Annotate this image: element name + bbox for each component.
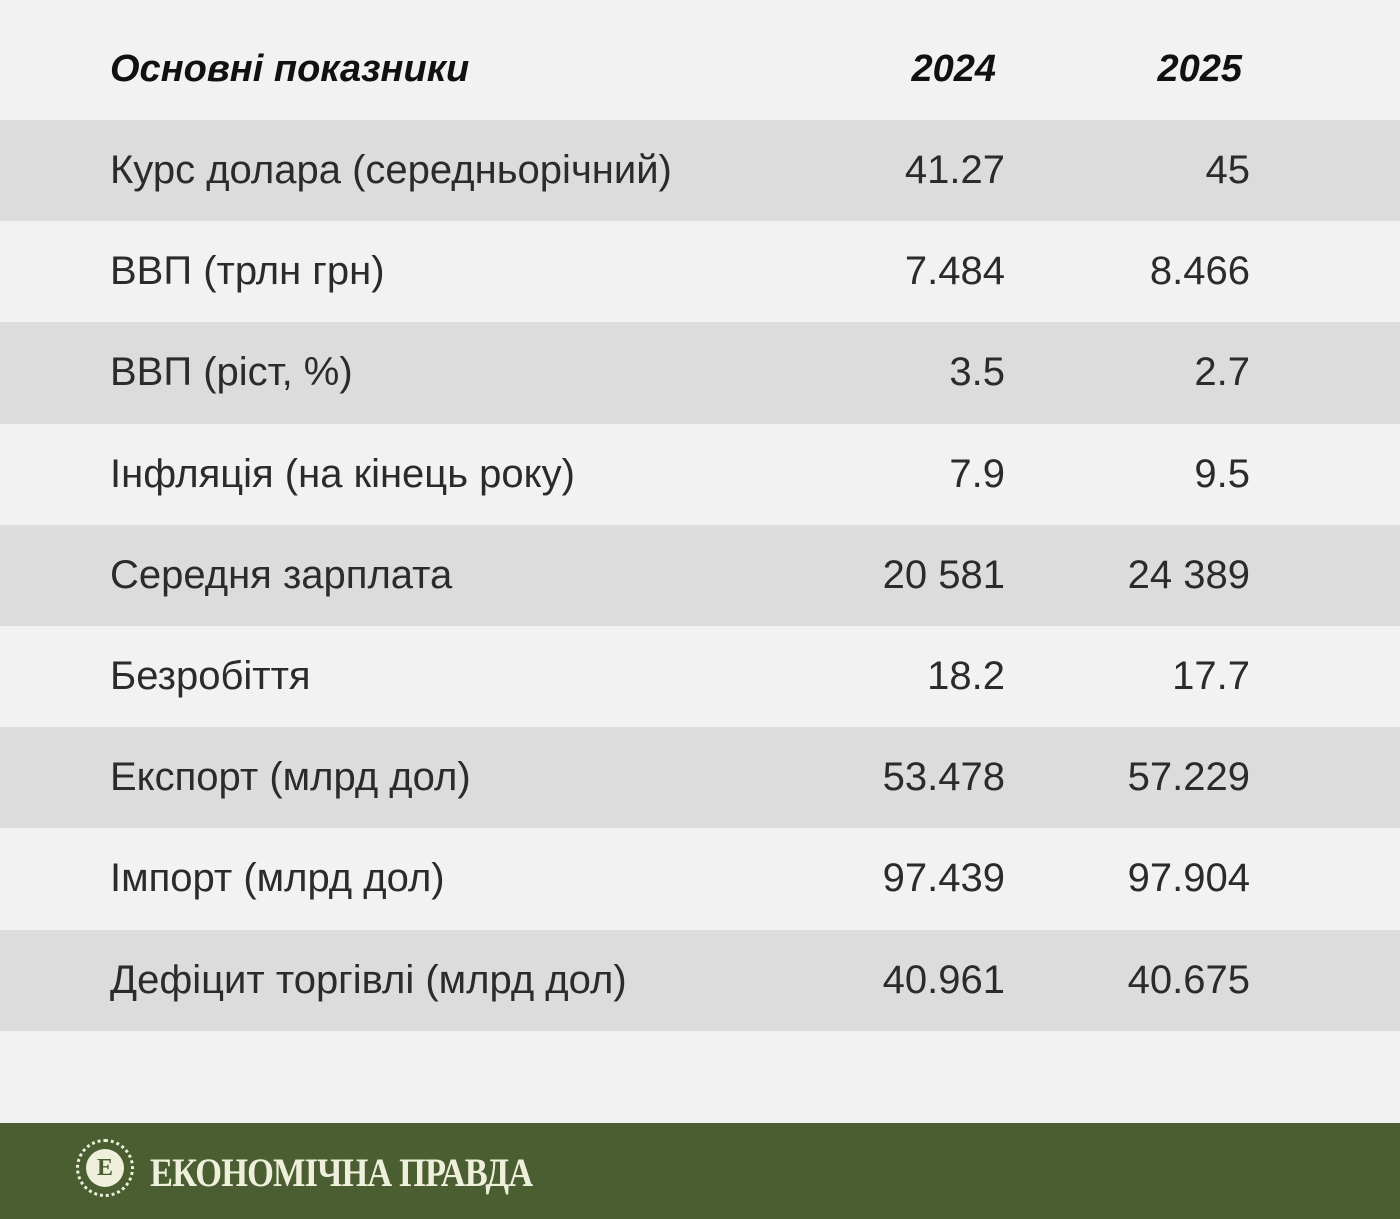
- cell-2024: 40.961: [882, 957, 1005, 1002]
- table-row: Безробіття 18.2 17.7: [0, 626, 1400, 727]
- table-row: Дефіцит торгівлі (млрд дол) 40.961 40.675: [0, 929, 1400, 1031]
- header-2025: 2025: [1157, 48, 1242, 90]
- row-label: ВВП (трлн грн): [110, 249, 385, 294]
- table-header: Основні показники 2024 2025: [0, 0, 1400, 120]
- table-body: Курс долара (середньорічний) 41.27 45 ВВП (…: [0, 120, 1400, 1031]
- cell-2025: 57.229: [1127, 755, 1250, 800]
- cell-2025: 8.466: [1149, 249, 1250, 294]
- row-label: Інфляція (на кінець року): [110, 451, 575, 496]
- footer: Е ЕКОНОМІЧНА ПРАВДА: [0, 1123, 1400, 1219]
- row-label: ВВП (ріст, %): [110, 350, 353, 395]
- table-row: ВВП (трлн грн) 7.484 8.466: [0, 221, 1400, 322]
- cell-2025: 17.7: [1172, 653, 1250, 698]
- table-row: Курс долара (середньорічний) 41.27 45: [0, 120, 1400, 222]
- cell-2024: 97.439: [882, 856, 1005, 901]
- table-row: Імпорт (млрд дол) 97.439 97.904: [0, 828, 1400, 929]
- cell-2024: 18.2: [927, 653, 1005, 698]
- cell-2025: 24 389: [1127, 552, 1250, 597]
- logo-mark: Е: [86, 1149, 124, 1187]
- row-label: Дефіцит торгівлі (млрд дол): [110, 957, 627, 1002]
- cell-2024: 53.478: [882, 755, 1005, 800]
- cell-2024: 41.27: [904, 148, 1005, 192]
- cell-2024: 20 581: [882, 552, 1005, 597]
- header-2024: 2024: [911, 48, 996, 90]
- row-label: Середня зарплата: [110, 552, 453, 597]
- row-label: Експорт (млрд дол): [110, 755, 471, 800]
- row-label: Курс долара (середньорічний): [110, 148, 672, 192]
- cell-2025: 97.904: [1127, 856, 1250, 901]
- header-indicators: Основні показники: [110, 48, 470, 90]
- logo-seal-icon: Е: [76, 1139, 134, 1197]
- table-row: Експорт (млрд дол) 53.478 57.229: [0, 727, 1400, 829]
- row-label: Безробіття: [110, 653, 311, 698]
- cell-2024: 3.5: [949, 350, 1005, 395]
- cell-2025: 45: [1205, 148, 1251, 192]
- table-row: ВВП (ріст, %) 3.5 2.7: [0, 322, 1400, 424]
- cell-2024: 7.9: [949, 451, 1005, 496]
- cell-2025: 40.675: [1127, 957, 1250, 1002]
- table-row: Середня зарплата 20 581 24 389: [0, 524, 1400, 626]
- cell-2025: 9.5: [1194, 451, 1250, 496]
- logo-text: ЕКОНОМІЧНА ПРАВДА: [150, 1150, 533, 1195]
- table-row: Інфляція (на кінець року) 7.9 9.5: [0, 424, 1400, 525]
- cell-2024: 7.484: [904, 249, 1005, 294]
- row-label: Імпорт (млрд дол): [110, 856, 445, 901]
- cell-2025: 2.7: [1194, 350, 1250, 395]
